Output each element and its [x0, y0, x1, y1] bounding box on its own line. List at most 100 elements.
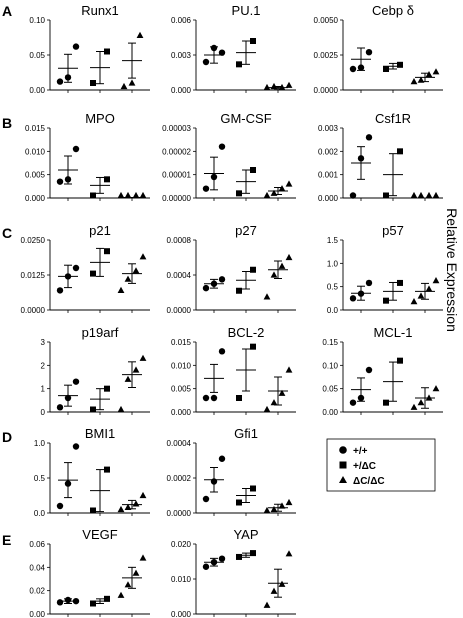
data-point-square: [104, 466, 110, 473]
chart-runx1: Runx1 0.00 0.05 0.10: [29, 3, 150, 95]
data-point-triangle: [124, 375, 132, 382]
chart-bcl-2: BCL-2 0.000 0.005 0.010 0.015: [171, 325, 296, 417]
data-point-circle: [56, 502, 64, 510]
data-point-circle: [202, 185, 210, 192]
data-point-square: [90, 80, 96, 86]
data-point-square: [104, 595, 110, 602]
data-point-circle: [64, 273, 72, 280]
data-point-circle: [72, 264, 80, 272]
chart-mcl-1: MCL-1 0.00 0.05 0.10 0.15: [322, 325, 443, 417]
y-tick-label: 0.000: [25, 194, 46, 203]
chart-title: GM-CSF: [220, 111, 271, 126]
data-point-triangle: [132, 267, 140, 274]
y-tick-label: 0.015: [25, 124, 46, 133]
data-point-triangle: [410, 78, 418, 85]
y-tick-label: 0.020: [171, 540, 192, 549]
data-point-triangle: [263, 83, 271, 91]
section-letter-c: C: [2, 225, 12, 241]
data-point-triangle: [263, 506, 271, 514]
data-point-triangle: [139, 253, 147, 260]
section-letter-e: E: [2, 532, 11, 548]
data-point-triangle: [425, 394, 433, 401]
y-tick-label: 3: [41, 338, 46, 347]
chart-title: Cebp δ: [372, 3, 414, 18]
chart-title: Runx1: [81, 3, 119, 18]
data-point-circle: [365, 279, 373, 287]
y-tick-label: 0.00: [29, 610, 45, 618]
legend-marker-square: [339, 461, 347, 469]
data-point-square: [250, 38, 256, 44]
data-point-circle: [210, 44, 218, 52]
data-point-triangle: [417, 399, 425, 406]
data-point-circle: [202, 394, 210, 402]
data-point-triangle: [263, 601, 271, 608]
data-point-square: [383, 297, 389, 304]
y-tick-label: 0.0050: [314, 16, 339, 25]
data-point-square: [236, 61, 242, 68]
data-point-triangle: [120, 82, 128, 90]
data-point-triangle: [263, 405, 271, 413]
chart-title: Gfi1: [234, 426, 258, 441]
data-point-circle: [72, 597, 80, 605]
y-tick-label: 0.0002: [167, 474, 192, 483]
data-point-circle: [218, 276, 226, 283]
data-point-circle: [210, 280, 218, 287]
data-point-triangle: [270, 505, 278, 513]
y-tick-label: 1.0: [34, 439, 46, 448]
y-tick-label: 1.0: [327, 259, 339, 268]
data-point-triangle: [425, 285, 433, 292]
data-point-circle: [218, 143, 226, 150]
data-point-triangle: [132, 366, 140, 373]
data-point-circle: [202, 58, 210, 66]
chart-vegf: VEGF 0.00 0.02 0.04 0.06: [29, 527, 150, 618]
data-point-square: [383, 192, 389, 199]
data-point-square: [90, 192, 96, 199]
data-point-square: [236, 499, 242, 506]
data-point-square: [104, 48, 110, 55]
data-point-square: [236, 287, 242, 294]
y-tick-label: 1: [41, 385, 46, 394]
data-point-circle: [64, 480, 72, 487]
y-tick-label: 0.00: [322, 408, 338, 417]
y-tick-label: 0.02: [29, 587, 45, 596]
data-point-circle: [72, 443, 80, 450]
data-point-triangle: [117, 286, 125, 293]
data-point-triangle: [285, 366, 293, 373]
y-tick-label: 0.000: [171, 408, 192, 417]
chart-p19arf: p19arf 0 1 2 3: [41, 325, 150, 417]
data-point-triangle: [263, 293, 271, 300]
data-point-circle: [202, 284, 210, 292]
data-point-triangle: [139, 554, 147, 561]
y-tick-label: 0.05: [322, 385, 338, 394]
y-tick-label: 0.000: [171, 86, 192, 95]
data-point-circle: [210, 394, 218, 402]
y-tick-label: 0.00000: [162, 194, 191, 203]
y-tick-label: 0.00002: [162, 147, 191, 156]
data-point-triangle: [432, 277, 440, 284]
chart-csf1r: Csf1R 0.000 0.001 0.002 0.003: [318, 111, 443, 203]
data-point-circle: [210, 478, 218, 485]
data-point-square: [90, 270, 96, 277]
data-point-triangle: [270, 189, 278, 196]
y-axis-side-label: Relative Expression: [444, 208, 460, 332]
data-point-triangle: [132, 569, 140, 576]
y-tick-label: 0.0000: [21, 306, 46, 315]
data-point-triangle: [117, 591, 125, 598]
data-point-triangle: [270, 82, 278, 90]
chart-p57: p57 0.0 0.5 1.0 1.5: [327, 223, 443, 315]
y-tick-label: 0.015: [171, 338, 192, 347]
data-point-triangle: [432, 385, 440, 392]
data-point-triangle: [425, 71, 433, 78]
data-point-circle: [64, 596, 72, 604]
data-point-triangle: [285, 180, 293, 187]
chart-cebp: Cebp δ 0.0000 0.0025 0.0050: [314, 3, 443, 95]
data-point-circle: [72, 145, 80, 153]
y-tick-label: 0.0250: [21, 236, 46, 245]
data-point-triangle: [139, 491, 147, 499]
y-tick-label: 0.0008: [167, 236, 192, 245]
data-point-circle: [56, 287, 64, 294]
data-point-triangle: [410, 403, 418, 410]
y-tick-label: 0.0125: [21, 271, 46, 280]
data-point-circle: [218, 348, 226, 355]
section-letter-b: B: [2, 115, 12, 131]
